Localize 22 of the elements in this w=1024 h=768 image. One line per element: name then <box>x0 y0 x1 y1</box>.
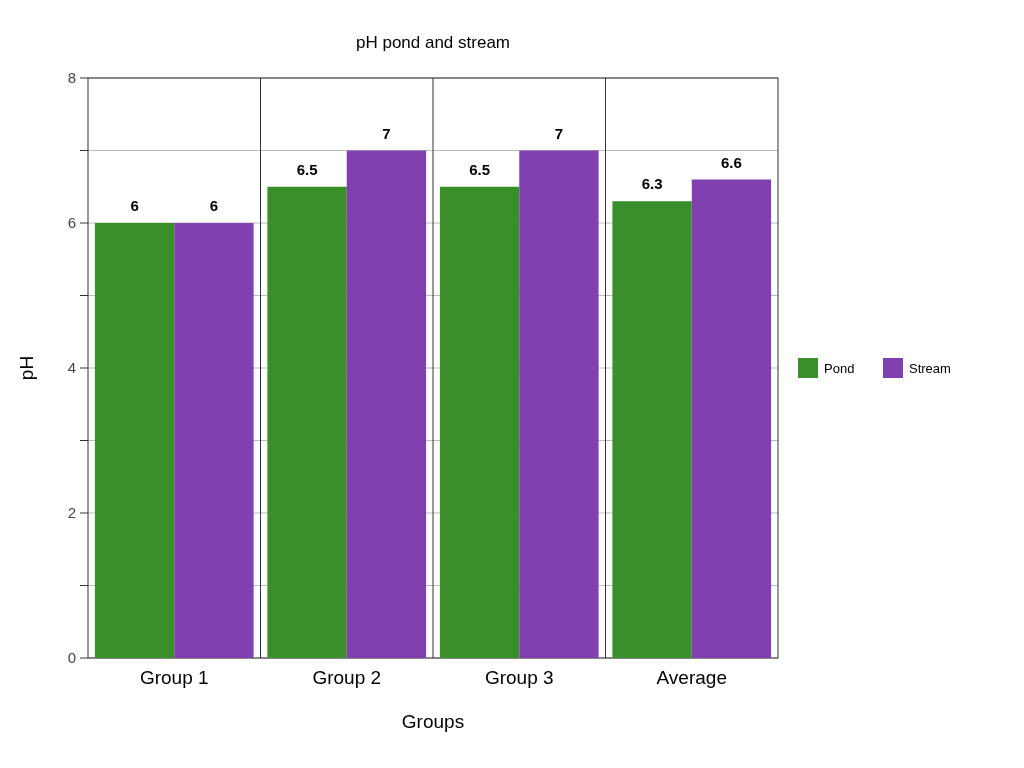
data-label: 6.6 <box>721 153 742 171</box>
legend-label: Stream <box>909 361 951 376</box>
x-axis-title: Groups <box>401 711 465 732</box>
data-label: 6.3 <box>641 175 663 193</box>
y-axis-title: pH <box>16 355 37 381</box>
data-label: 6.5 <box>296 160 318 178</box>
x-tick-label: Average <box>656 667 727 688</box>
data-label: 6.5 <box>469 160 490 178</box>
data-label: 7 <box>382 124 391 142</box>
data-label: 7 <box>554 124 564 142</box>
x-tick-label: Group 2 <box>312 667 382 688</box>
x-tick-label: Group 3 <box>484 667 554 688</box>
chart-title: pH pond and stream <box>355 33 511 52</box>
y-tick-label: 2 <box>67 504 76 522</box>
data-label: 6 <box>130 197 139 214</box>
y-tick-label: 6 <box>67 214 76 232</box>
y-tick-label: 0 <box>67 649 76 667</box>
legend-label: Pond <box>824 361 855 376</box>
y-tick-label: 4 <box>67 359 76 377</box>
x-tick-label: Group 1 <box>139 667 209 688</box>
data-label: 6 <box>209 197 219 214</box>
y-tick-label: 8 <box>67 69 76 87</box>
